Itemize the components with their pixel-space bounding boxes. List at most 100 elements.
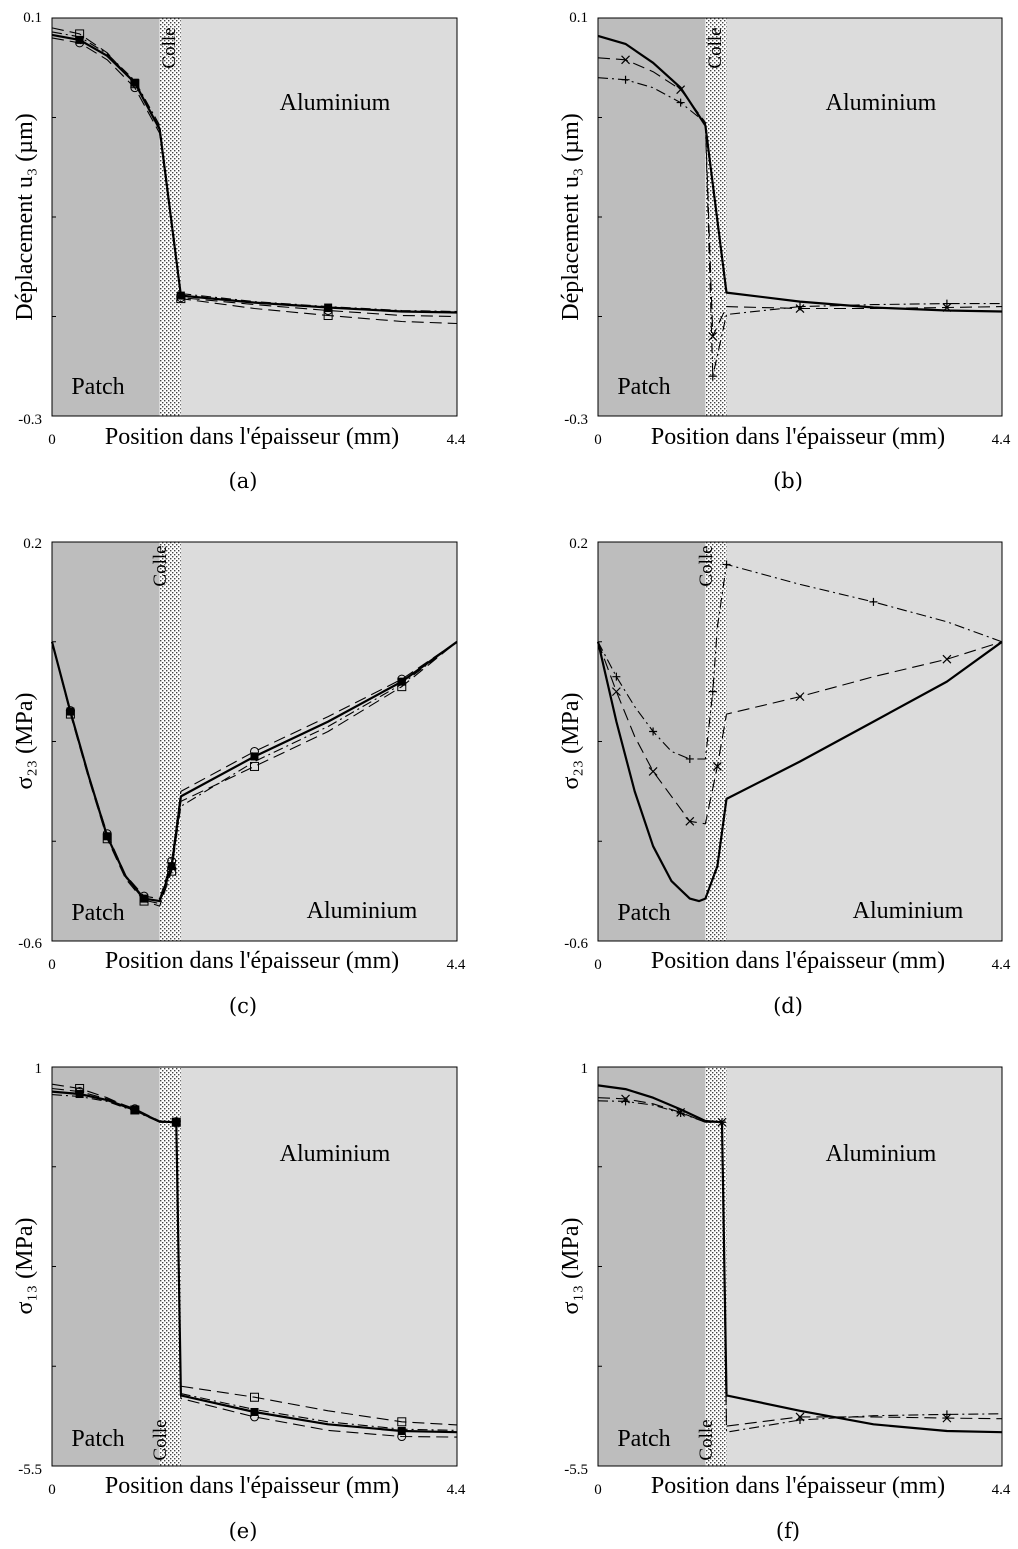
x-axis-label: Position dans l'épaisseur (mm) — [651, 948, 945, 974]
series-line-2 — [51, 27, 458, 325]
panel-b: Aluminium Patch Colle 0.1 -0.3 0 4.4 Pos… — [558, 10, 1011, 493]
aluminium-label: Aluminium — [826, 90, 937, 116]
y-axis-label: Déplacement u₃ (µm) — [558, 113, 584, 320]
colle-label: Colle — [696, 545, 717, 586]
colle-label: Colle — [150, 1419, 171, 1460]
series-3-point — [102, 829, 112, 839]
aluminium-region — [180, 1067, 457, 1466]
panel-label: (f) — [776, 1519, 800, 1543]
series-line-3 — [597, 563, 1003, 760]
series-2-point — [621, 55, 630, 65]
series-1-point — [140, 894, 149, 903]
series-1-point — [75, 35, 84, 44]
panel-label: (c) — [229, 994, 257, 1018]
y-axis-label: Déplacement u₃ (µm) — [12, 113, 38, 320]
series-2-point — [167, 866, 177, 876]
series-1-point — [172, 1118, 181, 1127]
series-line-3 — [51, 37, 458, 318]
patch-region — [598, 18, 706, 416]
series-1-point — [324, 303, 333, 312]
x-tick-min: 0 — [594, 1482, 602, 1498]
series-2-point — [75, 29, 85, 39]
y-axis-label: σ₂₃ (MPa) — [558, 693, 584, 790]
aluminium-label: Aluminium — [853, 898, 964, 924]
series-line-1 — [50, 640, 458, 903]
series-1-point — [75, 1090, 84, 1099]
series-3-point — [722, 560, 731, 569]
panel-a: Aluminium Patch Colle 0.1 -0.3 0 4.4 Pos… — [12, 10, 466, 493]
series-3-point — [250, 1412, 259, 1422]
patch-region — [598, 1067, 706, 1466]
series-2-point — [708, 331, 718, 341]
colle-label: Colle — [705, 27, 726, 68]
patch-label: Patch — [71, 374, 124, 400]
aluminium-region — [180, 542, 457, 941]
series-2-point — [648, 767, 658, 776]
series-2-point — [102, 834, 112, 844]
series-1-point — [397, 677, 406, 686]
panel-label: (a) — [229, 469, 258, 493]
x-axis-label: Position dans l'épaisseur (mm) — [651, 1473, 945, 1499]
series-1-point — [250, 752, 259, 761]
colle-region — [159, 1067, 181, 1466]
series-line-3 — [597, 77, 1002, 377]
x-tick-min: 0 — [594, 957, 602, 973]
aluminium-label: Aluminium — [307, 898, 418, 924]
series-2-point — [65, 709, 75, 719]
aluminium-region — [726, 18, 1002, 416]
series-1-point — [250, 1407, 259, 1416]
series-line-3 — [51, 641, 458, 900]
series-1-point — [167, 862, 176, 871]
x-tick-min: 0 — [594, 432, 602, 448]
series-2-point — [397, 682, 407, 692]
panel-e: Aluminium Patch Colle 1 -5.5 0 4.4 Posit… — [12, 1061, 466, 1543]
series-line-1 — [597, 34, 1003, 313]
patch-region — [52, 542, 160, 941]
y-tick-min: -0.6 — [564, 936, 588, 952]
patch-label: Patch — [617, 1426, 670, 1452]
series-3-point — [676, 1109, 685, 1118]
series-2-point — [130, 79, 140, 89]
y-axis-label: σ₁₃ (MPa) — [12, 1218, 38, 1315]
series-3-point — [75, 38, 85, 48]
series-3-point — [685, 754, 694, 763]
aluminium-region — [726, 542, 1002, 941]
y-tick-min: -0.3 — [18, 412, 42, 428]
series-3-point — [942, 1410, 951, 1419]
patch-region — [598, 542, 706, 941]
series-line-1 — [596, 640, 1003, 903]
x-tick-min: 0 — [48, 1482, 56, 1498]
series-1-point — [130, 1105, 139, 1114]
series-line-4 — [51, 31, 458, 313]
panel-label: (b) — [773, 469, 803, 493]
colle-label: Colle — [696, 1419, 717, 1460]
y-tick-max: 1 — [35, 1061, 43, 1077]
series-3-point — [621, 75, 630, 84]
series-3-point — [397, 1432, 407, 1442]
patch-label: Patch — [617, 900, 670, 926]
colle-region — [705, 1067, 727, 1466]
x-tick-max: 4.4 — [447, 957, 466, 973]
series-3-point — [869, 597, 878, 606]
panel-d: Aluminium Patch Colle 0.2 -0.6 0 4.4 Pos… — [558, 536, 1011, 1018]
series-3-point — [796, 302, 804, 311]
panel-c: Aluminium Patch Colle 0.2 -0.6 0 4.4 Pos… — [12, 536, 466, 1018]
series-2-point — [250, 1392, 259, 1402]
series-3-point — [708, 687, 717, 696]
aluminium-label: Aluminium — [826, 1141, 937, 1167]
series-2-point — [611, 687, 621, 697]
x-tick-min: 0 — [48, 957, 56, 973]
x-axis-label: Position dans l'épaisseur (mm) — [651, 424, 945, 450]
series-3-point — [612, 672, 621, 681]
series-2-point — [323, 311, 333, 321]
series-line-4 — [51, 641, 458, 905]
series-3-point — [323, 306, 333, 316]
series-line-2 — [51, 641, 458, 907]
x-tick-max: 4.4 — [992, 1482, 1011, 1498]
panel-f: Aluminium Patch Colle 1 -5.5 0 4.4 Posit… — [558, 1061, 1011, 1543]
series-3-point — [75, 1087, 85, 1097]
y-tick-max: 0.1 — [23, 10, 42, 26]
y-tick-min: -0.6 — [18, 936, 42, 952]
patch-region — [52, 18, 160, 416]
series-2-point — [712, 762, 722, 771]
